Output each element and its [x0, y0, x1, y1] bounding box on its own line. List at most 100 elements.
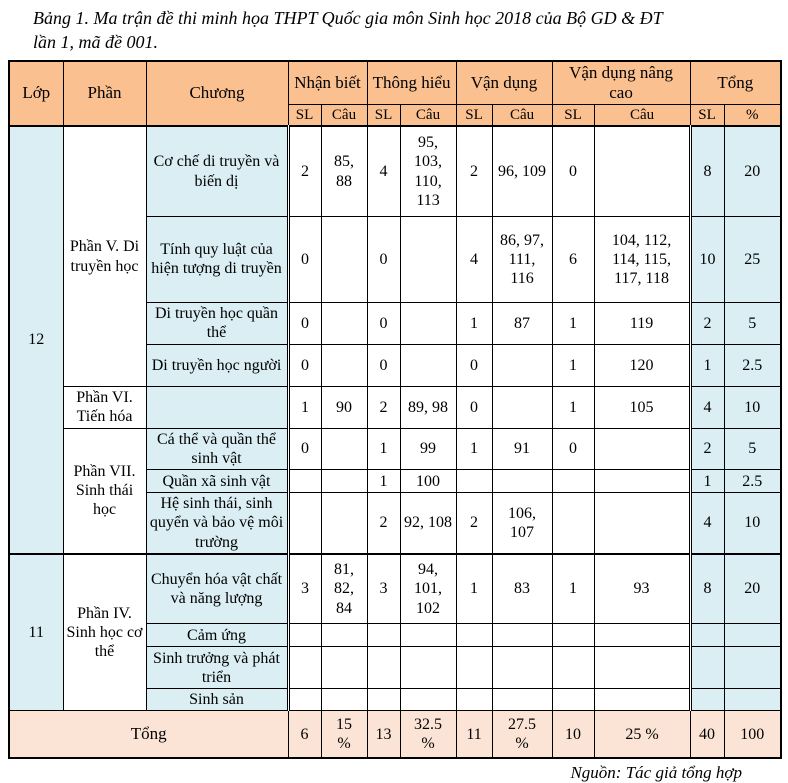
total-nb-sl: 6	[287, 710, 322, 759]
nc-sl-cell	[551, 688, 595, 712]
tong-pct-cell: 2.5	[723, 343, 782, 387]
header-lop: Lớp	[8, 60, 64, 127]
table-row: 12 Phần V. Di truyền học Cơ chế di truyề…	[8, 125, 782, 555]
vd-sl-cell: 2	[455, 125, 493, 217]
lop-cell: 11	[8, 552, 64, 712]
table-row: Phần VII. Sinh thái học Cá thể và quần t…	[9, 427, 782, 555]
totals-label: Tổng	[8, 710, 289, 759]
th-sl-cell: 4	[366, 125, 401, 217]
tong-sl-cell: 8	[689, 552, 725, 625]
nb-sl-cell: 1	[286, 385, 322, 429]
th-cau-cell	[399, 688, 457, 712]
nc-sl-cell: 1	[551, 552, 595, 625]
caption-line-2: lần 1, mã đề 001.	[33, 31, 158, 52]
phan-cell: Phần IV. Sinh học cơ thể	[62, 552, 147, 712]
vd-cau-cell	[491, 469, 553, 494]
th-cau-cell: 92, 108	[399, 492, 457, 555]
th-sl-cell: 2	[366, 492, 401, 555]
header-phan: Phần	[62, 60, 147, 127]
tong-pct-cell	[723, 623, 782, 648]
chuong-cell: Di truyền học quần thể	[145, 301, 289, 345]
table-row: Sinh trưởng và phát triển	[9, 646, 782, 690]
phan-cell: Phần VII. Sinh thái học	[62, 427, 147, 555]
nc-sl-cell	[551, 492, 595, 555]
nc-cau-cell	[593, 469, 692, 494]
nb-sl-cell: 0	[286, 301, 322, 345]
nc-cau-cell	[593, 492, 692, 555]
subheader-vd-sl: SL	[455, 104, 493, 127]
nc-cau-cell: 120	[593, 343, 692, 387]
vd-cau-cell	[491, 343, 553, 387]
nc-sl-cell	[551, 623, 595, 648]
chuong-cell: Cơ chế di truyền và biến dị	[145, 125, 289, 217]
tong-pct-cell: 25	[723, 215, 782, 303]
nb-sl-cell: 3	[286, 552, 322, 625]
vd-sl-cell	[455, 688, 493, 712]
tong-sl-cell: 2	[689, 427, 725, 471]
vd-sl-cell	[455, 646, 493, 690]
th-sl-cell	[366, 646, 401, 690]
nc-cau-cell	[593, 688, 692, 712]
tong-sl-cell	[689, 623, 725, 648]
th-cau-cell: 100	[399, 469, 457, 494]
th-sl-cell: 0	[366, 215, 401, 303]
tong-sl-cell	[689, 688, 725, 712]
nc-cau-cell: 93	[593, 552, 692, 625]
th-sl-cell: 0	[366, 343, 401, 387]
nc-sl-cell	[551, 646, 595, 690]
nb-sl-cell	[286, 492, 322, 555]
table-row: Hệ sinh thái, sinh quyển và bảo vệ môi t…	[9, 492, 782, 555]
total-vd-pct: 27.5 %	[491, 710, 553, 759]
table-row: Tính quy luật của hiện tượng di truyền 0…	[9, 215, 782, 303]
total-nb-pct: 15 %	[320, 710, 368, 759]
phan-cell: Phần VI. Tiến hóa	[62, 385, 147, 429]
nb-sl-cell	[286, 688, 322, 712]
nb-cau-cell	[320, 469, 368, 494]
nb-sl-cell: 2	[286, 125, 322, 217]
nb-sl-cell	[286, 469, 322, 494]
exam-matrix-table: Lớp Phần Chương Nhận biết Thông hiểu Vận…	[8, 59, 783, 759]
tong-sl-cell: 10	[689, 215, 725, 303]
vd-cau-cell	[491, 623, 553, 648]
vd-cau-cell: 86, 97, 111, 116	[491, 215, 553, 303]
totals-row: Tổng 6 15 % 13 32.5 % 11 27.5 % 10 25 % …	[8, 710, 782, 759]
header-group-van-dung: Vận dụng	[455, 59, 553, 106]
nc-cau-cell	[593, 646, 692, 690]
nb-cau-cell	[320, 215, 368, 303]
vd-sl-cell	[455, 469, 493, 494]
nc-cau-cell	[593, 623, 692, 648]
subheader-th-sl: SL	[366, 104, 401, 127]
subheader-nc-sl: SL	[551, 104, 595, 127]
th-cau-cell	[399, 215, 457, 303]
caption-line-1: Bảng 1. Ma trận đề thi minh họa THPT Quố…	[33, 8, 663, 28]
total-pct: 100	[723, 710, 782, 759]
tong-sl-cell: 1	[689, 343, 725, 387]
nc-cau-cell: 105	[593, 385, 692, 429]
nb-cau-cell	[320, 646, 368, 690]
vd-cau-cell	[491, 688, 553, 712]
chuong-cell: Cảm ứng	[145, 623, 289, 648]
nb-cau-cell: 85, 88	[320, 125, 368, 217]
th-cau-cell	[399, 646, 457, 690]
nb-cau-cell: 90	[320, 385, 368, 429]
vd-sl-cell: 0	[455, 385, 493, 429]
vd-sl-cell: 1	[455, 427, 493, 471]
nb-cau-cell	[320, 427, 368, 471]
chuong-cell: Tính quy luật của hiện tượng di truyền	[145, 215, 289, 303]
lop-cell: 12	[8, 125, 64, 555]
header-group-van-dung-nang-cao: Vận dụng nâng cao	[551, 59, 691, 106]
nb-sl-cell: 0	[286, 343, 322, 387]
th-cau-cell	[399, 343, 457, 387]
nc-sl-cell: 6	[551, 215, 595, 303]
nc-cau-cell: 119	[593, 301, 692, 345]
th-cau-cell	[399, 301, 457, 345]
header-group-thong-hieu: Thông hiểu	[366, 59, 457, 106]
table-row: 11 Phần IV. Sinh học cơ thể Chuyển hóa v…	[8, 552, 782, 712]
th-sl-cell: 3	[366, 552, 401, 625]
vd-cau-cell: 83	[491, 552, 553, 625]
tong-pct-cell: 5	[723, 427, 782, 471]
chuong-cell	[145, 385, 289, 429]
nc-sl-cell: 1	[551, 343, 595, 387]
header-group-tong: Tổng	[689, 59, 782, 106]
nc-cau-cell	[593, 125, 692, 217]
